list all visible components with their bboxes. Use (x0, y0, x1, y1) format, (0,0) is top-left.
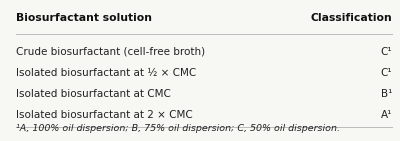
Text: Biosurfactant solution: Biosurfactant solution (16, 13, 152, 23)
Text: ¹A, 100% oil dispersion; B, 75% oil dispersion; C, 50% oil dispersion.: ¹A, 100% oil dispersion; B, 75% oil disp… (16, 124, 340, 133)
Text: Isolated biosurfactant at 2 × CMC: Isolated biosurfactant at 2 × CMC (16, 110, 193, 120)
Text: B¹: B¹ (381, 89, 392, 99)
Text: Crude biosurfactant (cell-free broth): Crude biosurfactant (cell-free broth) (16, 47, 205, 57)
Text: Classification: Classification (310, 13, 392, 23)
Text: C¹: C¹ (380, 47, 392, 57)
Text: C¹: C¹ (380, 68, 392, 78)
Text: A¹: A¹ (381, 110, 392, 120)
Text: Isolated biosurfactant at ½ × CMC: Isolated biosurfactant at ½ × CMC (16, 68, 196, 78)
Text: Isolated biosurfactant at CMC: Isolated biosurfactant at CMC (16, 89, 171, 99)
